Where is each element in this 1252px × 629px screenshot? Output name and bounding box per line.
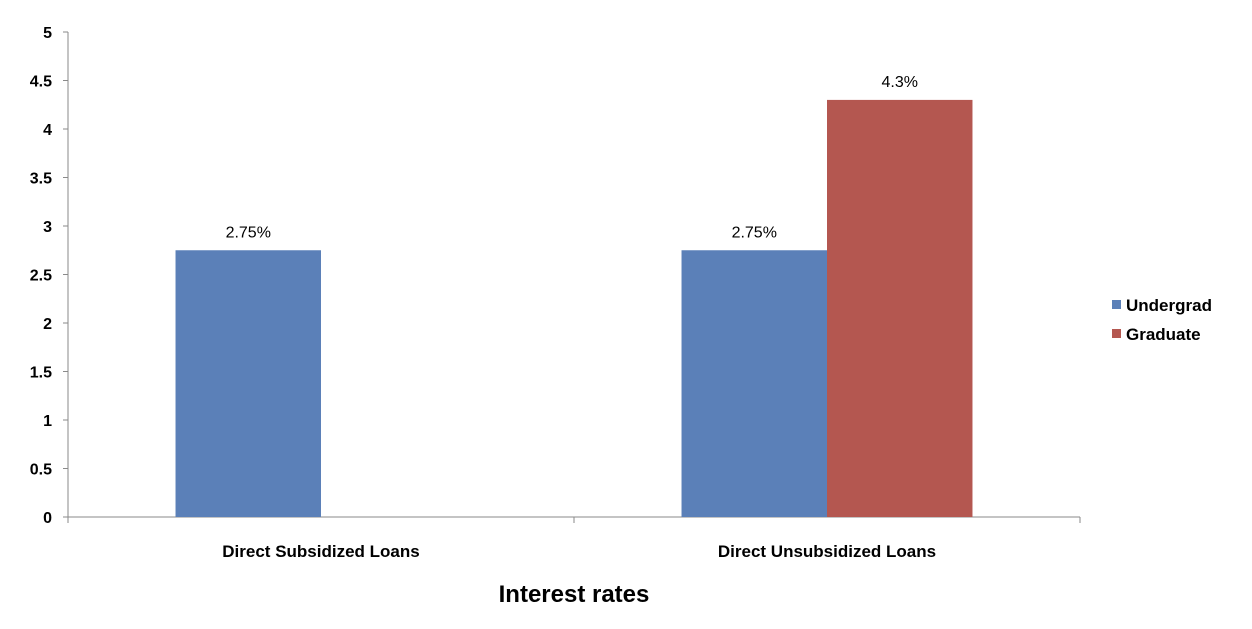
legend-label-undergrad: Undergrad [1126,296,1212,315]
legend: Undergrad Graduate [1112,296,1212,344]
y-tick-label: 5 [43,25,52,42]
x-category-label: Direct Subsidized Loans [222,542,419,561]
bar-undergrad [175,250,321,517]
y-tick-label: 2 [43,316,52,333]
bar-graduate [827,99,973,518]
legend-label-graduate: Graduate [1126,325,1201,344]
y-tick-label: 3 [43,219,52,236]
y-tick-label: 3.5 [30,171,52,188]
y-tick-label: 1 [43,413,52,430]
data-label: 4.3% [882,74,918,91]
data-labels: 2.75% 2.75% 4.3% [226,74,918,241]
x-axis-title: Interest rates [499,581,650,608]
axes: 0 0.5 1 1.5 2 2.5 3 3.5 4 4.5 5 Direct Subsidized L… [30,25,1081,561]
bars [175,99,973,518]
x-category-label: Direct Unsubsidized Loans [718,542,936,561]
legend-swatch-undergrad [1112,300,1121,309]
y-tick-label: 1.5 [30,365,52,382]
y-tick-label: 2.5 [30,268,52,285]
data-label: 2.75% [732,224,777,241]
y-tick-label: 4.5 [30,74,52,91]
legend-swatch-graduate [1112,329,1121,338]
y-tick-label: 0 [43,510,52,527]
y-tick-label: 4 [43,122,52,139]
bar-undergrad [681,250,827,517]
y-tick-label: 0.5 [30,462,52,479]
data-label: 2.75% [226,224,271,241]
